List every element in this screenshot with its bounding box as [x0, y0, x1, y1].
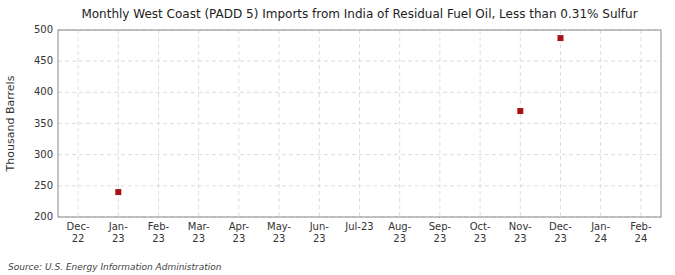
x-grid-line	[238, 30, 239, 217]
x-tick-label: Jan-24	[590, 221, 610, 244]
x-tick-label: Apr-23	[229, 221, 250, 244]
chart: 200 250 300 350 400 450 500 Dec-22 Jan-23 Feb-23 M…	[0, 0, 675, 275]
y-tick-label: 200	[34, 211, 53, 222]
y-tick-label: 500	[34, 24, 53, 35]
x-tick-label: Aug-23	[388, 221, 412, 244]
x-tick-label: Oct-23	[470, 221, 491, 244]
y-tick-label: 250	[34, 180, 53, 191]
x-grid-line	[359, 30, 360, 217]
x-grid-line	[279, 30, 280, 217]
points	[115, 35, 563, 195]
x-grid-line	[399, 30, 400, 217]
x-tick-label: Feb-23	[148, 221, 170, 244]
title: Monthly West Coast (PADD 5) Imports from…	[81, 7, 637, 21]
y-tick-label: 450	[34, 55, 53, 66]
x-grid-line	[560, 30, 561, 217]
x-grid-line	[158, 30, 159, 217]
y-tick-label: 350	[34, 118, 53, 129]
x-grid-line	[118, 30, 119, 217]
data-point	[517, 108, 523, 114]
x-grid-line	[480, 30, 481, 217]
y-grid-line	[58, 154, 661, 155]
x-grid-line	[600, 30, 601, 217]
x-tick-label: Jul-23	[344, 221, 373, 232]
x-tick-label: Feb-24	[630, 221, 652, 244]
x-tick-label: Sep-23	[429, 221, 452, 244]
x-tick-label: Dec-22	[67, 221, 90, 244]
x-tick-label: Nov-23	[509, 221, 532, 244]
x-tick-label: Mar-23	[188, 221, 210, 244]
x-tick-label: May-23	[267, 221, 291, 244]
x-grid-line	[198, 30, 199, 217]
x-grid-line	[319, 30, 320, 217]
data-point	[115, 189, 121, 195]
x-grid-line	[78, 30, 79, 217]
y-axis-label: Thousand Barrels	[4, 75, 17, 172]
y-tick-label: 400	[34, 86, 53, 97]
y-axis: 200 250 300 350 400 450 500	[34, 24, 53, 222]
x-grid-line	[520, 30, 521, 217]
x-tick-label: Jun-23	[309, 221, 330, 244]
x-tick-label: Jan-23	[108, 221, 128, 244]
data-point	[558, 35, 564, 41]
x-grid-line	[439, 30, 440, 217]
y-grid-line	[58, 92, 661, 93]
grid	[58, 30, 661, 217]
plot-frame	[58, 30, 661, 217]
x-grid-line	[640, 30, 641, 217]
source-note: Source: U.S. Energy Information Administ…	[8, 262, 222, 272]
y-tick-label: 300	[34, 149, 53, 160]
x-axis: Dec-22 Jan-23 Feb-23 Mar-23 Apr-23 May-23 Jun-…	[67, 221, 652, 244]
x-tick-label: Dec-23	[549, 221, 572, 244]
